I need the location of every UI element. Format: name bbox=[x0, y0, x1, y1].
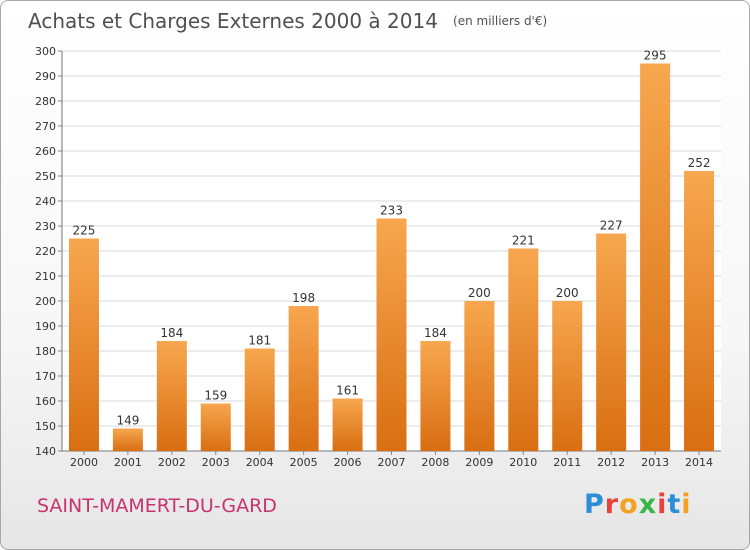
x-tick-label: 2007 bbox=[378, 456, 406, 469]
bar bbox=[596, 233, 627, 451]
data-label: 252 bbox=[688, 156, 711, 170]
x-tick-label: 2004 bbox=[246, 456, 274, 469]
bar bbox=[112, 428, 143, 451]
y-tick-label: 160 bbox=[35, 395, 56, 408]
x-tick-label: 2014 bbox=[685, 456, 713, 469]
data-label: 149 bbox=[116, 414, 139, 428]
bar bbox=[288, 306, 319, 451]
y-tick-label: 180 bbox=[35, 345, 56, 358]
x-tick-label: 2009 bbox=[465, 456, 493, 469]
y-tick-label: 200 bbox=[35, 295, 56, 308]
data-label: 181 bbox=[248, 334, 271, 348]
x-tick-label: 2012 bbox=[597, 456, 625, 469]
data-label: 198 bbox=[292, 291, 315, 305]
data-label: 159 bbox=[204, 389, 227, 403]
x-tick-label: 2011 bbox=[553, 456, 581, 469]
x-tick-label: 2003 bbox=[202, 456, 230, 469]
chart-title-block: Achats et Charges Externes 2000 à 2014 (… bbox=[28, 9, 547, 33]
data-label: 225 bbox=[73, 224, 96, 238]
x-tick-label: 2010 bbox=[509, 456, 537, 469]
proxiti-logo: Proxiti bbox=[584, 489, 692, 520]
commune-name: SAINT-MAMERT-DU-GARD bbox=[37, 495, 277, 517]
bar bbox=[156, 341, 187, 451]
y-tick-label: 300 bbox=[35, 45, 56, 58]
data-label: 233 bbox=[380, 204, 403, 218]
bar bbox=[464, 301, 495, 451]
x-tick-label: 2000 bbox=[70, 456, 98, 469]
y-tick-label: 170 bbox=[35, 370, 56, 383]
bar bbox=[420, 341, 451, 451]
bar bbox=[200, 403, 231, 451]
chart-title: Achats et Charges Externes 2000 à 2014 bbox=[28, 9, 438, 33]
bar bbox=[684, 171, 715, 451]
y-tick-label: 220 bbox=[35, 245, 56, 258]
data-label: 227 bbox=[600, 219, 623, 233]
x-tick-label: 2006 bbox=[334, 456, 362, 469]
y-tick-label: 250 bbox=[35, 170, 56, 183]
bar bbox=[508, 248, 539, 451]
y-tick-label: 280 bbox=[35, 95, 56, 108]
bar bbox=[552, 301, 583, 451]
x-tick-label: 2001 bbox=[114, 456, 142, 469]
y-tick-label: 260 bbox=[35, 145, 56, 158]
y-tick-label: 140 bbox=[35, 445, 56, 458]
data-label: 295 bbox=[644, 49, 667, 63]
y-tick-label: 230 bbox=[35, 220, 56, 233]
data-label: 221 bbox=[512, 234, 535, 248]
bar bbox=[640, 63, 671, 451]
bar bbox=[68, 238, 99, 451]
y-tick-label: 290 bbox=[35, 70, 56, 83]
bar bbox=[376, 218, 407, 451]
data-label: 184 bbox=[424, 326, 447, 340]
data-label: 200 bbox=[556, 286, 579, 300]
data-label: 161 bbox=[336, 384, 359, 398]
y-tick-label: 190 bbox=[35, 320, 56, 333]
data-label: 200 bbox=[468, 286, 491, 300]
x-tick-label: 2008 bbox=[421, 456, 449, 469]
y-tick-label: 270 bbox=[35, 120, 56, 133]
y-tick-label: 210 bbox=[35, 270, 56, 283]
bar bbox=[332, 398, 363, 451]
chart-unit: (en milliers d'€) bbox=[453, 14, 548, 28]
x-tick-label: 2005 bbox=[290, 456, 318, 469]
y-tick-label: 240 bbox=[35, 195, 56, 208]
x-tick-label: 2002 bbox=[158, 456, 186, 469]
bar bbox=[244, 348, 275, 451]
data-label: 184 bbox=[160, 326, 183, 340]
y-tick-label: 150 bbox=[35, 420, 56, 433]
x-tick-label: 2013 bbox=[641, 456, 669, 469]
